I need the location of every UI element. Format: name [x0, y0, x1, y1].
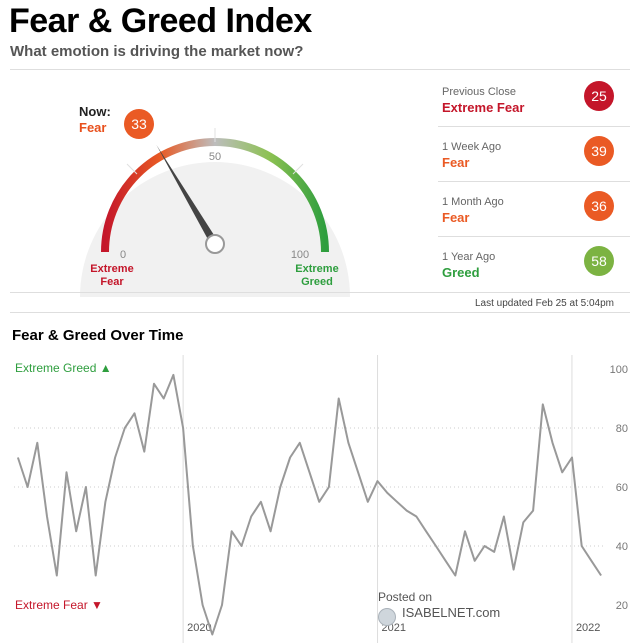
one-month-ago: 1 Month Ago Fear 36 [442, 191, 632, 225]
gauge-divider [10, 292, 630, 293]
y-tick-label: 60 [616, 482, 628, 494]
over-time-chart: Extreme Greed ▲ Extreme Fear ▼ 20 40 60 80 1… [14, 355, 628, 643]
gauge-left-label-1: Extreme [90, 263, 133, 275]
fear-greed-gauge: 0 50 100 Extreme Fear Extreme Greed [80, 128, 350, 297]
now-value-badge: 33 [124, 109, 154, 139]
gauge-scale-100: 100 [291, 249, 309, 261]
y-tick-label: 80 [616, 423, 628, 435]
x-tick-label: 2020 [187, 622, 211, 634]
y-tick-label: 100 [610, 364, 628, 376]
page-title: Fear & Greed Index [9, 2, 312, 40]
row-divider [438, 236, 630, 237]
one-year-ago: 1 Year Ago Greed 58 [442, 246, 632, 280]
one-month-ago-badge: 36 [584, 191, 614, 221]
header-divider [10, 69, 630, 70]
now-rating: Fear [79, 120, 107, 135]
y-tick-label: 20 [616, 600, 628, 612]
gauge-ticks [126, 128, 304, 175]
section-divider [10, 312, 630, 313]
gauge-left-label-2: Fear [100, 276, 124, 288]
globe-icon [378, 608, 396, 626]
y-tick-label: 40 [616, 541, 628, 553]
row-divider [438, 181, 630, 182]
chart-grid [14, 355, 605, 643]
last-updated: Last updated Feb 25 at 5:04pm [475, 298, 614, 309]
gauge-scale-50: 50 [209, 151, 221, 163]
gauge-needle [156, 145, 219, 247]
one-week-ago-rating: Fear [442, 155, 470, 170]
previous-close: Previous Close Extreme Fear 25 [442, 81, 632, 115]
previous-close-rating: Extreme Fear [442, 100, 525, 115]
one-week-ago-label: 1 Week Ago [442, 141, 502, 153]
page-subtitle: What emotion is driving the market now? [10, 43, 304, 60]
previous-close-badge: 25 [584, 81, 614, 111]
one-week-ago-badge: 39 [584, 136, 614, 166]
gauge-hub [205, 234, 225, 254]
watermark-brand: ISABELNET.com [402, 605, 501, 620]
series-line [16, 373, 602, 636]
gauge-right-label-2: Greed [301, 276, 333, 288]
extreme-greed-label: Extreme Greed ▲ [15, 361, 112, 375]
gauge-scale-0: 0 [120, 249, 126, 261]
one-month-ago-label: 1 Month Ago [442, 196, 504, 208]
one-year-ago-badge: 58 [584, 246, 614, 276]
one-year-ago-rating: Greed [442, 265, 480, 280]
one-year-ago-label: 1 Year Ago [442, 251, 496, 263]
y-ticks: 20 40 60 80 100 [610, 364, 628, 612]
x-tick-label: 2022 [576, 622, 600, 634]
gauge-background [80, 162, 350, 297]
extreme-fear-label: Extreme Fear ▼ [15, 598, 103, 612]
one-month-ago-rating: Fear [442, 210, 470, 225]
previous-close-label: Previous Close [442, 86, 516, 98]
x-ticks: 2020 2021 2022 [187, 622, 600, 634]
over-time-title: Fear & Greed Over Time [12, 327, 184, 344]
watermark: Posted on ISABELNET.com [378, 590, 501, 626]
gauge-right-label-1: Extreme [295, 263, 338, 275]
now-label: Now: [79, 104, 111, 119]
row-divider [438, 126, 630, 127]
one-week-ago: 1 Week Ago Fear 39 [442, 136, 632, 170]
watermark-posted: Posted on [378, 590, 433, 604]
